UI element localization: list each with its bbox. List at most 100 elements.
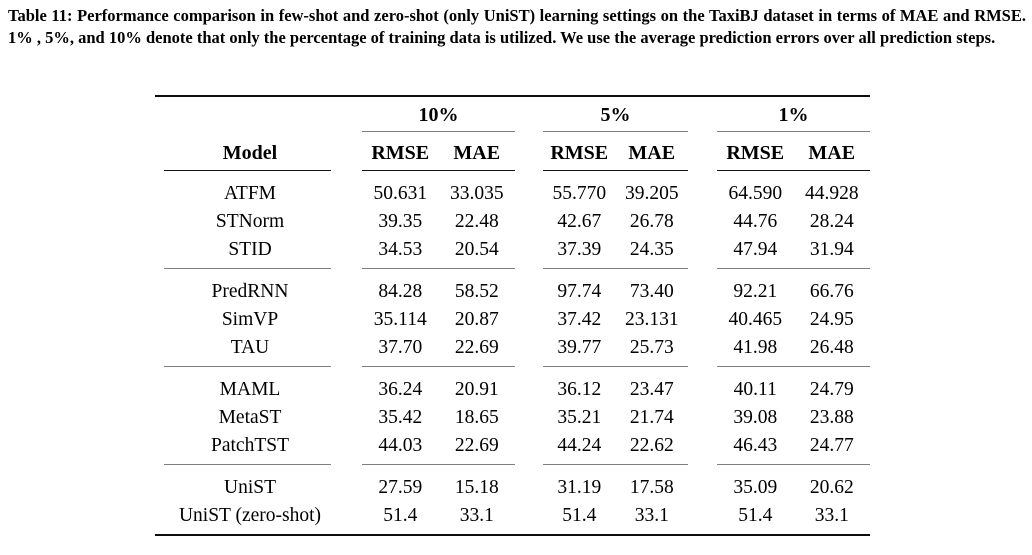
metric-value-rmse: 44.24 <box>557 435 602 456</box>
group-header-5pct: 5% <box>543 104 688 132</box>
table-bottom-rule <box>155 534 870 536</box>
metric-value-rmse: 92.21 <box>733 281 778 302</box>
metric-value-mae: 22.62 <box>629 435 674 456</box>
model-name: STNorm <box>215 211 285 232</box>
metric-value-mae: 25.73 <box>629 337 674 358</box>
table-row: SimVP 35.114 20.87 37.42 23.131 40.465 2… <box>155 306 870 334</box>
metric-value-rmse: 27.59 <box>378 477 423 498</box>
metric-value-mae: 20.54 <box>454 239 499 260</box>
group-header-row: 10% 5% 1% <box>155 97 870 132</box>
metric-value-rmse: 35.09 <box>733 477 778 498</box>
row-group-1: ATFM 50.631 33.035 55.770 39.205 64.590 … <box>155 171 870 268</box>
metric-value-rmse: 47.94 <box>733 239 778 260</box>
model-name: ATFM <box>223 183 277 204</box>
row-group-4: UniST 27.59 15.18 31.19 17.58 35.09 20.6… <box>155 465 870 534</box>
metric-value-mae: 33.1 <box>814 505 849 526</box>
group-label: 1% <box>778 104 809 126</box>
group-separator-rule <box>155 366 870 367</box>
group-label: 10% <box>418 104 459 126</box>
metric-value-rmse: 31.19 <box>557 477 602 498</box>
metric-value-rmse: 40.11 <box>733 379 777 400</box>
metric-value-rmse: 35.21 <box>557 407 602 428</box>
model-name: TAU <box>230 337 270 358</box>
metric-value-rmse: 36.12 <box>557 379 602 400</box>
group-separator-rule <box>155 268 870 269</box>
table-row: UniST 27.59 15.18 31.19 17.58 35.09 20.6… <box>155 474 870 502</box>
metric-value-rmse: 44.76 <box>733 211 778 232</box>
table-top-rule <box>155 95 870 97</box>
table-row: PatchTST 44.03 22.69 44.24 22.62 46.43 2… <box>155 432 870 460</box>
metric-value-mae: 28.24 <box>809 211 854 232</box>
metric-value-mae: 39.205 <box>624 183 679 204</box>
row-group-2: PredRNN 84.28 58.52 97.74 73.40 92.21 66… <box>155 269 870 366</box>
metric-value-rmse: 39.77 <box>557 337 602 358</box>
metric-value-mae: 33.1 <box>634 505 669 526</box>
model-name: SimVP <box>221 309 279 330</box>
group-header-10pct: 10% <box>362 104 515 132</box>
metric-value-rmse: 42.67 <box>557 211 602 232</box>
group-label: 5% <box>600 104 631 126</box>
metric-value-mae: 22.69 <box>454 337 499 358</box>
metric-value-rmse: 39.08 <box>733 407 778 428</box>
metric-value-rmse: 51.4 <box>562 505 597 526</box>
metric-value-mae: 26.78 <box>629 211 674 232</box>
metric-value-rmse: 51.4 <box>738 505 773 526</box>
column-header-mae: MAE <box>453 142 501 164</box>
metric-value-mae: 23.131 <box>624 309 679 330</box>
metric-value-mae: 33.035 <box>449 183 504 204</box>
metric-value-rmse: 37.70 <box>378 337 423 358</box>
metric-value-mae: 20.62 <box>809 477 854 498</box>
metric-value-rmse: 84.28 <box>378 281 423 302</box>
table-row: TAU 37.70 22.69 39.77 25.73 41.98 26.48 <box>155 334 870 362</box>
metric-value-mae: 24.95 <box>809 309 854 330</box>
metric-value-mae: 26.48 <box>809 337 854 358</box>
metric-value-rmse: 36.24 <box>378 379 423 400</box>
metric-value-mae: 15.18 <box>454 477 499 498</box>
column-header-rmse: RMSE <box>371 142 430 164</box>
column-header-model: Model <box>222 142 278 164</box>
metric-value-rmse: 46.43 <box>733 435 778 456</box>
metric-value-rmse: 34.53 <box>378 239 423 260</box>
data-table: 10% 5% 1% Model RMSE MAE RMSE MAE RMSE M… <box>155 95 870 536</box>
metric-value-mae: 21.74 <box>629 407 674 428</box>
model-name: PredRNN <box>211 281 289 302</box>
metric-value-mae: 17.58 <box>629 477 674 498</box>
metric-value-rmse: 41.98 <box>733 337 778 358</box>
metric-value-rmse: 97.74 <box>557 281 602 302</box>
metric-value-mae: 24.77 <box>809 435 854 456</box>
model-name: STID <box>228 239 272 260</box>
table-row: STNorm 39.35 22.48 42.67 26.78 44.76 28.… <box>155 208 870 236</box>
metric-value-rmse: 51.4 <box>383 505 418 526</box>
metric-value-rmse: 37.42 <box>557 309 602 330</box>
metric-value-mae: 58.52 <box>454 281 499 302</box>
table-row: STID 34.53 20.54 37.39 24.35 47.94 31.94 <box>155 236 870 264</box>
group-separator-rule <box>155 464 870 465</box>
column-header-rmse: RMSE <box>550 142 609 164</box>
metric-value-mae: 73.40 <box>629 281 674 302</box>
metric-value-mae: 20.87 <box>454 309 499 330</box>
metric-value-mae: 22.69 <box>454 435 499 456</box>
table-row: MetaST 35.42 18.65 35.21 21.74 39.08 23.… <box>155 404 870 432</box>
row-group-3: MAML 36.24 20.91 36.12 23.47 40.11 24.79… <box>155 367 870 464</box>
model-name: UniST (zero-shot) <box>178 505 322 526</box>
metric-value-mae: 22.48 <box>454 211 499 232</box>
column-header-mae: MAE <box>808 142 856 164</box>
metric-value-mae: 23.88 <box>809 407 854 428</box>
metric-value-rmse: 35.114 <box>373 309 427 330</box>
model-name: MAML <box>219 379 281 400</box>
metric-value-mae: 24.79 <box>809 379 854 400</box>
model-name: PatchTST <box>211 435 289 456</box>
column-header-row: Model RMSE MAE RMSE MAE RMSE MAE <box>155 132 870 170</box>
table-row: UniST (zero-shot) 51.4 33.1 51.4 33.1 51… <box>155 502 870 530</box>
metric-value-mae: 66.76 <box>809 281 854 302</box>
metric-value-mae: 44.928 <box>804 183 859 204</box>
metric-value-rmse: 44.03 <box>378 435 423 456</box>
metric-value-rmse: 39.35 <box>378 211 423 232</box>
metric-value-rmse: 64.590 <box>728 183 783 204</box>
header-rule <box>155 170 870 171</box>
table-row: MAML 36.24 20.91 36.12 23.47 40.11 24.79 <box>155 376 870 404</box>
metric-value-mae: 18.65 <box>454 407 499 428</box>
metric-value-rmse: 37.39 <box>557 239 602 260</box>
metric-value-rmse: 55.770 <box>552 183 607 204</box>
metric-value-mae: 23.47 <box>629 379 674 400</box>
